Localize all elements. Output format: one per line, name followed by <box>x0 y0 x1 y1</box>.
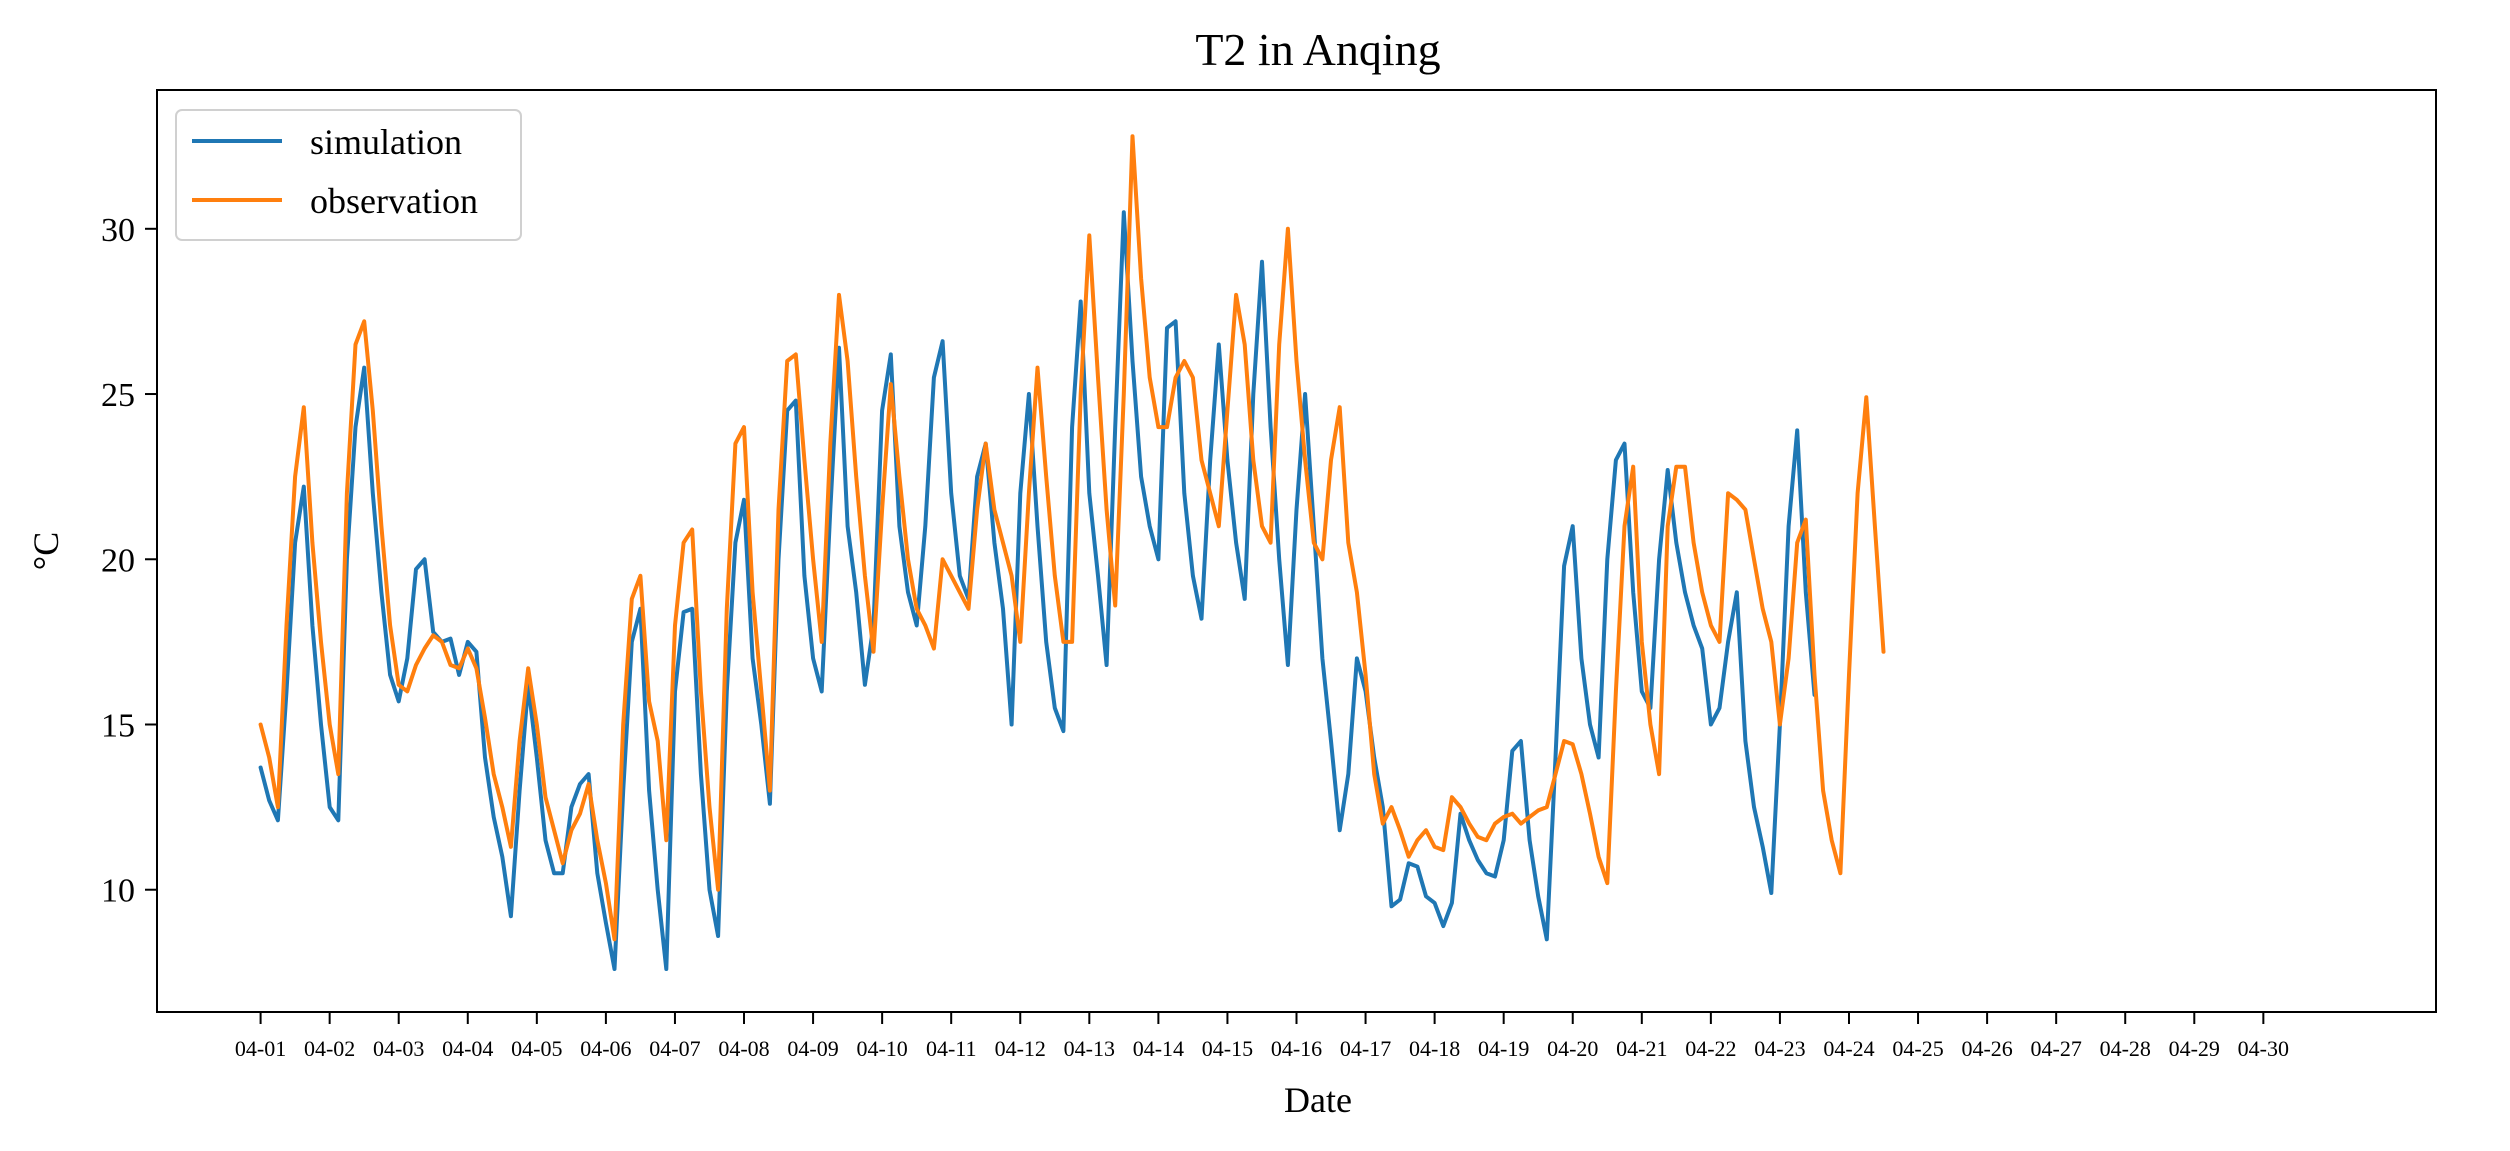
x-tick-label: 04-01 <box>235 1036 286 1061</box>
x-tick-label: 04-26 <box>1961 1036 2012 1061</box>
y-tick-label: 15 <box>101 707 135 744</box>
x-axis-ticks: 04-01 04-02 04-03 04-04 04-05 04-06 04-07 04-08… <box>235 1012 2289 1061</box>
legend-label-observation: observation <box>310 181 478 221</box>
x-axis-label: Date <box>1284 1080 1352 1120</box>
x-tick-label: 04-25 <box>1892 1036 1943 1061</box>
x-tick-label: 04-23 <box>1754 1036 1805 1061</box>
chart-title: T2 in Anqing <box>1195 24 1440 75</box>
x-tick-label: 04-24 <box>1823 1036 1874 1061</box>
x-tick-label: 04-11 <box>926 1036 977 1061</box>
x-tick-label: 04-12 <box>995 1036 1046 1061</box>
x-tick-label: 04-03 <box>373 1036 424 1061</box>
y-tick-label: 30 <box>101 212 135 249</box>
x-tick-label: 04-04 <box>442 1036 493 1061</box>
legend-label-simulation: simulation <box>310 122 462 162</box>
y-tick-label: 10 <box>101 873 135 910</box>
x-tick-label: 04-19 <box>1478 1036 1529 1061</box>
x-tick-label: 04-15 <box>1202 1036 1253 1061</box>
x-tick-label: 04-30 <box>2238 1036 2289 1061</box>
x-tick-label: 04-28 <box>2100 1036 2151 1061</box>
x-tick-label: 04-18 <box>1409 1036 1460 1061</box>
x-tick-label: 04-14 <box>1133 1036 1184 1061</box>
legend: simulation observation <box>175 109 522 241</box>
x-tick-label: 04-06 <box>580 1036 631 1061</box>
x-tick-label: 04-05 <box>511 1036 562 1061</box>
series-line-simulation <box>258 210 1817 971</box>
x-tick-label: 04-21 <box>1616 1036 1667 1061</box>
x-tick-label: 04-07 <box>649 1036 700 1061</box>
x-tick-label: 04-09 <box>787 1036 838 1061</box>
x-tick-label: 04-20 <box>1547 1036 1598 1061</box>
y-axis-ticks: 10 15 20 25 30 <box>101 212 157 910</box>
x-tick-label: 04-27 <box>2031 1036 2082 1061</box>
series-lines <box>258 134 1886 971</box>
x-tick-label: 04-08 <box>718 1036 769 1061</box>
x-tick-label: 04-16 <box>1271 1036 1322 1061</box>
x-tick-label: 04-10 <box>856 1036 907 1061</box>
x-tick-label: 04-13 <box>1064 1036 1115 1061</box>
x-tick-label: 04-02 <box>304 1036 355 1061</box>
y-tick-label: 20 <box>101 542 135 579</box>
series-line-observation <box>258 134 1886 942</box>
y-tick-label: 25 <box>101 377 135 414</box>
y-axis-label: °C <box>26 532 66 570</box>
x-tick-label: 04-29 <box>2169 1036 2220 1061</box>
x-tick-label: 04-17 <box>1340 1036 1391 1061</box>
x-tick-label: 04-22 <box>1685 1036 1736 1061</box>
